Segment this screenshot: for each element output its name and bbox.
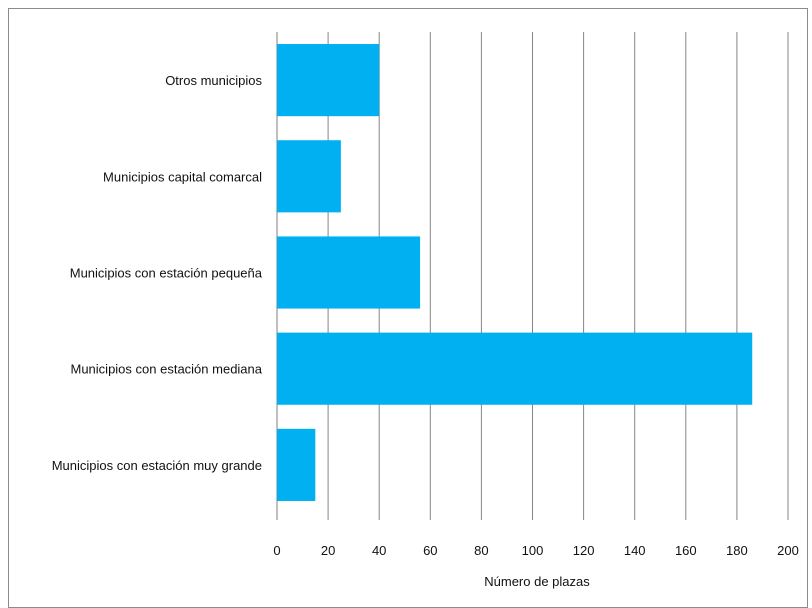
x-tick-label: 200 [777, 543, 799, 558]
x-tick-label: 140 [624, 543, 646, 558]
x-tick-label: 0 [273, 543, 280, 558]
bar [277, 236, 421, 309]
bar [277, 428, 316, 501]
category-labels: Otros municipios Municipios capital comar… [52, 73, 263, 473]
x-tick-label: 100 [522, 543, 544, 558]
category-label: Municipios con estación mediana [71, 362, 263, 377]
category-label: Municipios capital comarcal [103, 169, 262, 184]
category-label: Municipios con estación muy grande [52, 458, 262, 473]
x-tick-label: 120 [573, 543, 595, 558]
x-tick-label: 160 [675, 543, 697, 558]
x-tick-label: 80 [474, 543, 488, 558]
bar [277, 140, 341, 213]
x-tick-labels: 0 20 40 60 80 100 120 140 160 180 200 [273, 543, 798, 558]
x-tick-label: 40 [372, 543, 386, 558]
category-label: Municipios con estación pequeña [70, 266, 263, 281]
bar [277, 44, 380, 117]
bar [277, 332, 753, 405]
x-tick-label: 20 [321, 543, 335, 558]
x-tick-label: 180 [726, 543, 748, 558]
x-tick-label: 60 [423, 543, 437, 558]
category-label: Otros municipios [165, 73, 262, 88]
bars [277, 44, 753, 501]
x-axis-title: Número de plazas [484, 574, 590, 589]
